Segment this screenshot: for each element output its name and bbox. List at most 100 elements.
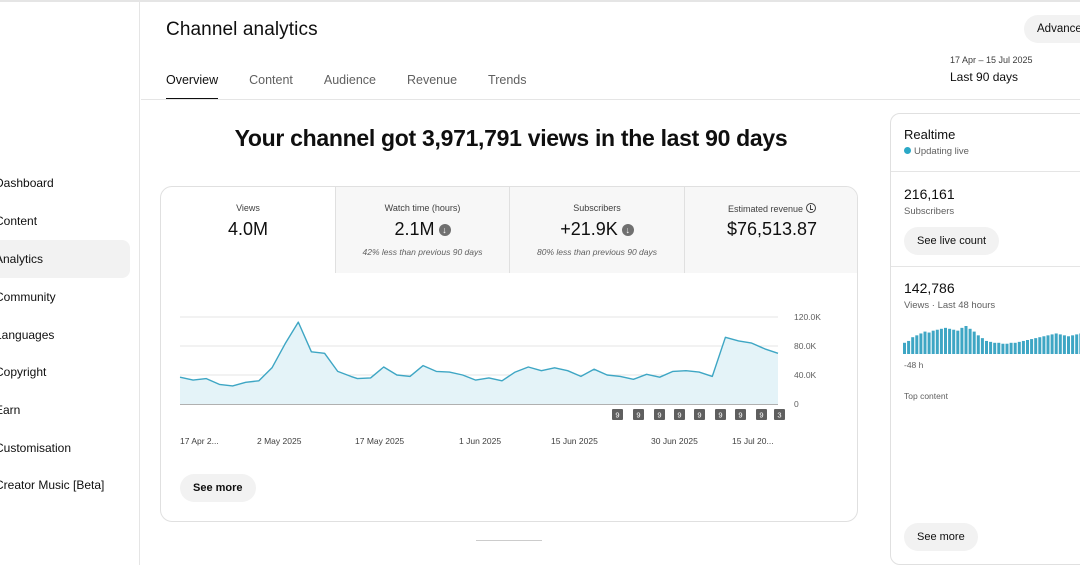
realtime-bar: [993, 342, 997, 354]
realtime-axis-label: -48 h: [904, 360, 924, 370]
realtime-bar: [1054, 333, 1058, 354]
sidebar-item-label: Languages: [0, 328, 55, 342]
see-live-count-button[interactable]: See live count: [904, 227, 1000, 255]
date-period-selector[interactable]: Last 90 days: [950, 70, 1019, 84]
y-tick-label: 0: [794, 399, 799, 409]
realtime-bar: [948, 328, 952, 354]
metric-estimated-revenue[interactable]: Estimated revenue $76,513.87: [684, 187, 857, 273]
realtime-bar: [1050, 334, 1054, 354]
realtime-bar: [1034, 338, 1038, 354]
live-status: Updating live: [904, 146, 969, 157]
realtime-bar: [1058, 334, 1062, 354]
event-marker-label: 3: [777, 411, 781, 420]
sidebar-item-dashboard[interactable]: Dashboard: [0, 164, 130, 202]
live-status-text: Updating live: [914, 146, 969, 157]
realtime-bar: [1021, 340, 1025, 354]
event-marker: [756, 409, 767, 420]
divider: [891, 171, 1080, 172]
event-marker: [694, 409, 705, 420]
metric-subscribers[interactable]: Subscribers +21.9K ↓ 80% less than previo…: [509, 187, 684, 273]
realtime-see-more-button[interactable]: See more: [904, 523, 978, 551]
header-divider: [141, 99, 1080, 100]
realtime-bar: [1075, 334, 1079, 354]
realtime-bar: [956, 330, 960, 354]
event-marker: [654, 409, 665, 420]
realtime-views-label: Views · Last 48 hours: [904, 300, 996, 311]
event-marker: [674, 409, 685, 420]
sidebar-item-copyright[interactable]: Copyright: [0, 353, 130, 391]
views-series-area: [180, 322, 778, 404]
realtime-subscribers-label: Subscribers: [904, 206, 955, 217]
x-tick-label: 15 Jun 2025: [551, 436, 598, 446]
sidebar-item-label: Analytics: [0, 252, 44, 266]
realtime-bar: [1001, 343, 1005, 354]
tab-trends[interactable]: Trends: [488, 73, 527, 87]
metric-label: Watch time (hours): [384, 203, 461, 213]
realtime-bar: [980, 338, 984, 354]
divider: [891, 266, 1080, 267]
top-content-label: Top content: [904, 391, 948, 401]
sidebar-item-earn[interactable]: Earn: [0, 391, 130, 429]
metric-views[interactable]: Views 4.0M: [161, 187, 335, 273]
event-marker: [612, 409, 623, 420]
sidebar-item-label: Community: [0, 290, 56, 304]
x-tick-label: 30 Jun 2025: [651, 436, 698, 446]
sidebar-item-label: Dashboard: [0, 176, 54, 190]
clock-icon: [806, 203, 817, 213]
tab-content[interactable]: Content: [249, 73, 293, 87]
realtime-views-bar-chart[interactable]: [903, 324, 1080, 354]
arrow-down-icon: ↓: [621, 224, 634, 236]
see-more-button[interactable]: See more: [180, 474, 256, 502]
realtime-views-value: 142,786: [904, 280, 955, 296]
realtime-bar: [907, 340, 911, 354]
views-series-line: [179, 321, 779, 387]
tab-overview[interactable]: Overview: [166, 70, 219, 100]
metric-value: $76,513.87: [726, 219, 818, 239]
metric-note: 42% less than previous 90 days: [362, 247, 483, 257]
sidebar-item-languages[interactable]: Languages: [0, 316, 130, 354]
date-range[interactable]: 17 Apr – 15 Jul 2025: [950, 55, 1033, 65]
sidebar-item-content[interactable]: Content: [0, 202, 130, 240]
page-title: Channel analytics: [166, 19, 318, 40]
metric-watch-time[interactable]: Watch time (hours) 2.1M ↓ 42% less than p…: [335, 187, 509, 273]
metric-note: 80% less than previous 90 days: [536, 247, 658, 257]
event-marker: [774, 409, 785, 420]
realtime-bar: [915, 335, 919, 354]
realtime-bar: [1046, 335, 1050, 354]
realtime-bar: [1009, 342, 1013, 354]
x-tick-label: 17 Apr 2...: [180, 436, 219, 446]
sidebar-item-customisation[interactable]: Customisation: [0, 429, 130, 467]
event-marker-label: 9: [636, 411, 640, 420]
arrow-down-icon: ↓: [438, 224, 451, 236]
realtime-bar: [1042, 336, 1046, 354]
event-marker: [735, 409, 746, 420]
realtime-bar: [919, 333, 923, 354]
views-chart[interactable]: 120.0K 80.0K 40.0K 0 17 Apr 2... 2 May 2025 17…: [161, 187, 858, 477]
x-tick-label: 1 Jun 2025: [459, 436, 501, 446]
realtime-title: Realtime: [904, 127, 956, 142]
event-marker-label: 9: [718, 411, 722, 420]
realtime-bar: [964, 326, 968, 354]
realtime-bar: [1017, 341, 1021, 354]
live-dot-icon: [904, 147, 911, 154]
event-marker-label: 9: [615, 411, 619, 420]
event-marker-label: 9: [759, 411, 763, 420]
realtime-bar: [923, 331, 927, 354]
realtime-bar: [931, 330, 935, 354]
realtime-bar: [1071, 335, 1075, 354]
tab-revenue[interactable]: Revenue: [407, 73, 458, 87]
sidebar-item-creator-music[interactable]: Creator Music [Beta]: [0, 466, 130, 504]
realtime-bar: [944, 327, 947, 354]
sidebar-item-community[interactable]: Community: [0, 278, 130, 316]
sidebar-item-label: Copyright: [0, 365, 47, 379]
realtime-bar: [1030, 339, 1034, 354]
tab-bar: Overview Content Audience Revenue Trends: [166, 70, 558, 100]
tab-audience[interactable]: Audience: [323, 73, 376, 87]
x-tick-label: 15 Jul 20...: [732, 436, 774, 446]
realtime-bar: [985, 340, 988, 354]
advanced-mode-button[interactable]: Advanced mode: [1024, 15, 1080, 43]
sidebar: Dashboard Content Analytics Community La…: [0, 0, 140, 565]
sidebar-item-analytics[interactable]: Analytics: [0, 240, 130, 278]
x-tick-label: 2 May 2025: [257, 436, 302, 446]
event-marker-label: 9: [657, 411, 661, 420]
